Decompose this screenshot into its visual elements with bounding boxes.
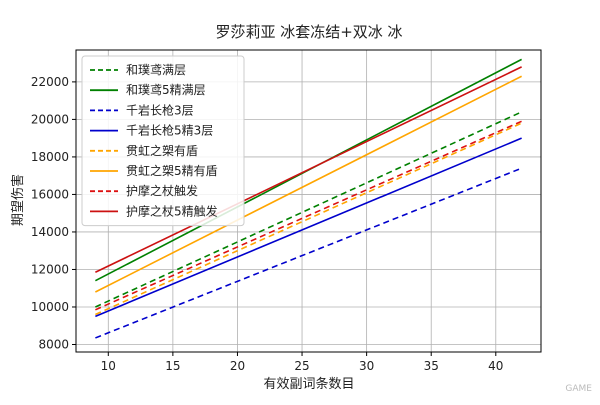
x-tick-label: 15 xyxy=(165,359,180,373)
x-tick-label: 25 xyxy=(294,359,309,373)
legend-label-6: 护摩之杖触发 xyxy=(126,183,198,198)
x-tick-label: 10 xyxy=(101,359,116,373)
chart-title: 罗莎莉亚 冰套冻结+双冰 冰 xyxy=(215,23,402,41)
y-tick-label: 22000 xyxy=(31,75,69,89)
series-line-3 xyxy=(95,137,522,318)
x-tick-label: 30 xyxy=(359,359,374,373)
legend-label-2: 千岩长枪3层 xyxy=(126,102,194,117)
y-axis-title: 期望伤害 xyxy=(10,174,26,226)
legend-label-0: 和璞鸢满层 xyxy=(126,63,186,77)
x-tick-label: 40 xyxy=(488,359,503,373)
legend-box xyxy=(81,55,245,227)
series-line-7 xyxy=(95,66,522,274)
y-tick-label: 14000 xyxy=(31,225,69,239)
legend-label-4: 贯虹之槊有盾 xyxy=(126,143,198,158)
series-line-0 xyxy=(95,111,522,308)
legend-label-1: 和璞鸢5精满层 xyxy=(126,83,206,97)
legend-label-7: 护摩之杖5精触发 xyxy=(126,203,218,218)
plot-frame xyxy=(75,49,542,353)
series-line-2 xyxy=(95,167,522,339)
y-tick-label: 16000 xyxy=(31,187,69,201)
y-tick-label: 8000 xyxy=(38,337,69,351)
y-tick-label: 18000 xyxy=(31,150,69,164)
series-line-5 xyxy=(95,75,522,293)
watermark: GAME xyxy=(565,384,592,394)
series-line-6 xyxy=(95,120,522,311)
legend-label-5: 贯虹之槊5精有盾 xyxy=(126,163,218,178)
y-tick-label: 12000 xyxy=(31,262,69,276)
x-tick-label: 20 xyxy=(230,359,245,373)
y-tick-label: 10000 xyxy=(31,300,69,314)
series-line-4 xyxy=(95,122,522,316)
x-tick-label: 35 xyxy=(424,359,439,373)
y-tick-label: 20000 xyxy=(31,112,69,126)
legend-label-3: 千岩长枪5精3层 xyxy=(126,123,213,138)
x-axis-title: 有效副词条数目 xyxy=(263,376,354,392)
